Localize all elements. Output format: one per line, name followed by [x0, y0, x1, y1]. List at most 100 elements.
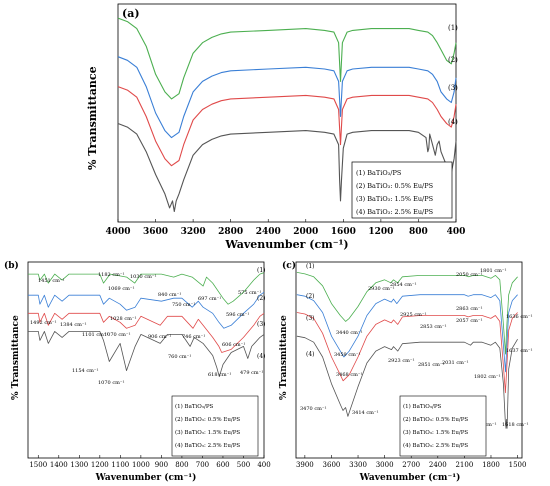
peak-annotation: 2851 cm⁻¹ — [418, 362, 445, 368]
panel-b-series-label-3: (3) — [257, 321, 266, 328]
peak-annotation: 606 cm⁻¹ — [222, 342, 245, 348]
panel-b-xlabel: Wavenumber (cm⁻¹) — [95, 472, 197, 483]
panel-a-ylabel: % Transmittance — [86, 66, 99, 170]
panel-a-series-label-4: (4) — [448, 118, 458, 126]
peak-annotation: 1802 cm⁻¹ — [474, 374, 501, 380]
peak-annotation: 2854 cm⁻¹ — [390, 282, 417, 288]
xtick-label: 3600 — [143, 227, 168, 237]
panel-a-legend: (1) BaTiO₃/PS (2) BaTiO₃: 0.5% Eu/PS (3)… — [351, 161, 453, 219]
panel-b-series — [28, 272, 265, 377]
panel-c-legend-1: (1) BaTiO₃/PS — [403, 403, 442, 410]
series-line-3 — [28, 312, 265, 353]
panel-c-frame — [295, 261, 523, 459]
panel-c-legend-3: (3) BaTiO₃: 1.5% Eu/PS — [403, 429, 468, 436]
panel-a-frame — [117, 3, 457, 223]
xtick-label: 2000 — [293, 227, 318, 237]
peak-annotation: 596 cm⁻¹ — [226, 312, 249, 318]
xtick-label: 2100 — [455, 461, 473, 469]
series-line-4 — [296, 335, 518, 429]
xtick-label: 4000 — [105, 227, 130, 237]
panel-b-xticks: 1500 1400 1300 1200 1100 1000 900 800 700 600 500 4… — [29, 455, 271, 469]
xtick-label: 1400 — [50, 461, 68, 469]
peak-annotation: 1028 cm⁻¹ — [110, 316, 137, 322]
peak-annotation: 479 cm⁻¹ — [240, 370, 263, 376]
series-line-1 — [117, 17, 457, 100]
panel-b-series-label-4: (4) — [257, 353, 266, 360]
peak-annotation: 750 cm⁻¹ — [172, 302, 195, 308]
peak-annotation: 2853 cm⁻¹ — [420, 324, 447, 330]
xtick-label: 1600 — [331, 227, 356, 237]
peak-annotation: 3440 cm⁻¹ — [336, 330, 363, 336]
panel-c-xticks: 3900 3600 3300 3000 2700 2400 2100 1800 1500 — [296, 455, 527, 469]
panel-a-series-label-2: (2) — [448, 56, 458, 64]
xtick-label: 400 — [447, 227, 466, 237]
peak-annotation: 1154 cm⁻¹ — [72, 368, 99, 374]
peak-annotation: 840 cm⁻¹ — [158, 292, 181, 298]
peak-annotation: 1069 cm⁻¹ — [108, 286, 135, 292]
panel-c-series-label-2: (2) — [306, 293, 315, 300]
peak-annotation: 2031 cm⁻¹ — [442, 360, 469, 366]
panel-b-legend-2: (2) BaTiO₃: 0.5% Eu/PS — [175, 416, 240, 423]
panel-b-series-label-2: (2) — [257, 295, 266, 302]
panel-a-legend-1: (1) BaTiO₃/PS — [356, 169, 401, 177]
peak-annotation: 1384 cm⁻¹ — [60, 322, 87, 328]
panel-c-legend-2: (2) BaTiO₃: 0.5% Eu/PS — [403, 416, 468, 423]
panel-a-legend-4: (4) BaTiO₃: 2.5% Eu/PS — [356, 208, 433, 216]
panel-a-series — [117, 17, 457, 213]
panel-c-series — [296, 272, 518, 429]
panel-b-legend: (1) BaTiO₃/PS (2) BaTiO₃: 0.5% Eu/PS (3)… — [171, 395, 259, 457]
peak-annotation: 1451 cm⁻¹ — [38, 278, 65, 284]
panel-b-label: (b) — [4, 260, 19, 271]
peak-annotation: 746 cm⁻¹ — [182, 334, 205, 340]
xtick-label: 400 — [257, 461, 270, 469]
xtick-label: 500 — [237, 461, 250, 469]
panel-c: (c) % Transmittance Wavenumber (cm⁻¹) 39… — [279, 260, 533, 483]
xtick-label: 3300 — [349, 461, 367, 469]
xtick-label: 1500 — [29, 461, 47, 469]
series-line-4 — [28, 331, 265, 377]
peak-annotation: 1636 cm⁻¹ — [506, 314, 533, 320]
panel-c-legend-4: (4) BaTiO₃: 2.5% Eu/PS — [403, 442, 468, 449]
panel-a-legend-3: (3) BaTiO₃: 1.5% Eu/PS — [356, 195, 433, 203]
xtick-label: 2400 — [429, 461, 447, 469]
xtick-label: 600 — [216, 461, 229, 469]
peak-annotation: 1070 cm⁻¹ — [104, 332, 131, 338]
series-line-4 — [117, 122, 457, 213]
xtick-label: 1200 — [368, 227, 393, 237]
series-line-2 — [28, 291, 265, 329]
series-line-1 — [296, 272, 518, 355]
panel-b-ylabel: % Transmittance — [11, 315, 21, 400]
xtick-label: 1500 — [509, 461, 527, 469]
xtick-label: 1300 — [70, 461, 88, 469]
panel-c-series-label-1: (1) — [306, 263, 315, 270]
peak-annotation: 1182 cm⁻¹ — [98, 272, 125, 278]
panel-a-legend-box — [351, 161, 453, 219]
series-line-1 — [28, 272, 265, 305]
xtick-label: 3200 — [181, 227, 206, 237]
peak-annotation: 1030 cm⁻¹ — [130, 274, 157, 280]
panel-b-legend-1: (1) BaTiO₃/PS — [175, 403, 214, 410]
peak-annotation: 2930 cm⁻¹ — [368, 286, 395, 292]
xtick-label: 2800 — [218, 227, 243, 237]
peak-annotation: 1618 cm⁻¹ — [502, 422, 529, 428]
panel-a-series-label-1: (1) — [448, 24, 458, 32]
panel-a-label: (a) — [122, 7, 140, 20]
panel-c-series-label-4: (4) — [306, 351, 315, 358]
panel-c-label: (c) — [282, 260, 296, 271]
peak-annotation: 1637 cm⁻¹ — [506, 348, 533, 354]
peak-annotation: 3470 cm⁻¹ — [300, 406, 327, 412]
xtick-label: 900 — [155, 461, 168, 469]
panel-b-series-label-1: (1) — [257, 267, 266, 274]
peak-annotation: 2923 cm⁻¹ — [388, 358, 415, 364]
xtick-label: 800 — [175, 461, 188, 469]
panel-a-xlabel: Wavenumber (cm⁻¹) — [224, 238, 348, 251]
peak-annotation: 575 cm⁻¹ — [238, 290, 261, 296]
series-line-2 — [117, 56, 457, 139]
peak-annotation: 3414 cm⁻¹ — [352, 410, 379, 416]
panel-b-annotations: 1451 cm⁻¹ 1182 cm⁻¹ 1030 cm⁻¹ 1069 cm⁻¹ 840 … — [30, 272, 263, 386]
series-line-3 — [296, 312, 518, 394]
peak-annotation: 3468 cm⁻¹ — [336, 372, 363, 378]
peak-annotation: 760 cm⁻¹ — [168, 354, 191, 360]
